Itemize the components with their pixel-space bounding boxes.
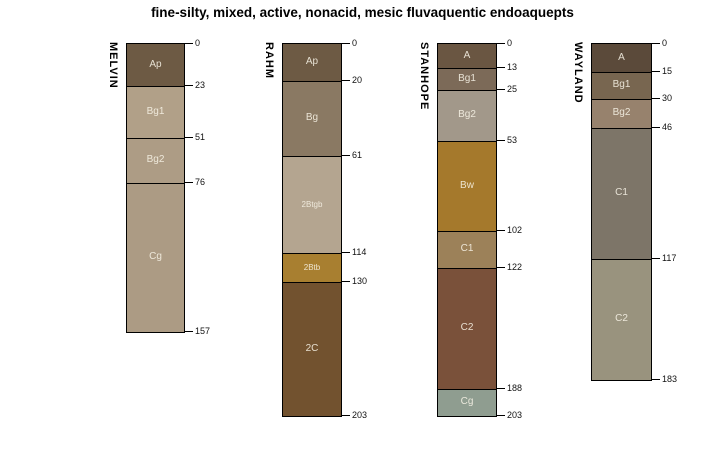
horizon-boundary [592,128,651,130]
horizon [127,183,184,332]
depth-tick [342,154,350,156]
depth-tick [497,88,505,90]
depth-label: 114 [352,247,367,258]
depth-label: 0 [352,38,358,48]
depth-label: 157 [195,325,211,336]
depth-label: 117 [662,252,677,263]
depth-label: 13 [507,61,518,72]
horizon [127,86,184,138]
depth-tick [185,330,193,332]
depth-tick [497,140,505,142]
depth-tick [652,257,660,259]
profile-name: MELVIN [107,42,119,89]
profile-name: RAHM [263,42,275,79]
horizon [592,99,651,129]
depth-label: 51 [195,131,206,142]
horizon-boundary [283,253,341,255]
depth-label: 46 [662,122,673,133]
depth-tick [185,85,193,87]
horizon-boundary [592,258,651,260]
depth-tick [342,252,350,254]
horizon [283,155,341,254]
depth-label: 30 [662,93,673,104]
depth-label: 203 [352,410,368,421]
horizon-boundary [283,155,341,157]
depth-label: 183 [662,373,678,384]
horizon [592,258,651,380]
horizon [283,80,341,156]
depth-tick [342,43,350,44]
profile-column: A Bg1 Bg2 Bw C1 C2 Cg [437,43,497,417]
depth-tick [185,182,193,184]
plot-title: fine-silty, mixed, active, nonacid, mesi… [151,5,574,20]
horizon-boundary [438,267,496,269]
depth-tick [497,66,505,68]
horizon [283,253,341,283]
profile-name: WAYLAND [572,42,584,104]
horizon-boundary [127,86,184,88]
depth-label: 102 [507,225,523,236]
horizon-boundary [438,89,496,91]
depth-tick [652,127,660,129]
horizon [127,44,184,87]
horizon [127,137,184,184]
depth-tick [652,98,660,100]
horizon [592,44,651,72]
horizon [592,128,651,259]
horizon-boundary [283,282,341,284]
depth-label: 53 [507,135,518,146]
depth-label: 15 [662,65,673,76]
depth-label: 188 [507,382,523,393]
depth-label: 0 [507,38,513,48]
horizon-boundary [592,71,651,73]
depth-label: 61 [352,149,363,160]
horizon-boundary [127,183,184,185]
depth-tick [652,43,660,44]
depth-tick [185,136,193,138]
depth-label: 203 [507,410,523,421]
depth-tick [497,230,505,232]
horizon [438,141,496,232]
horizon-boundary [127,137,184,139]
horizon-boundary [438,141,496,143]
horizon [438,44,496,68]
depth-label: 130 [352,276,368,287]
horizon [438,89,496,142]
depth-label: 23 [195,80,206,91]
horizon [438,267,496,389]
profile-name: STANHOPE [418,42,430,111]
horizon [283,44,341,81]
horizon-boundary [438,231,496,233]
depth-label: 0 [662,38,668,48]
profile-column: Ap Bg 2Btgb 2Btb 2C [282,43,342,417]
depth-label: 76 [195,177,206,188]
depth-tick [342,415,350,417]
depth-tick [497,415,505,417]
depth-tick [652,378,660,380]
depth-tick [185,43,193,44]
profile-column: Ap Bg1 Bg2 Cg [126,43,185,333]
horizon [438,388,496,417]
profile-column: A Bg1 Bg2 C1 C2 [591,43,652,381]
depth-label: 122 [507,261,523,272]
horizon-boundary [283,80,341,82]
horizon-boundary [592,99,651,101]
depth-tick [652,70,660,72]
horizon-boundary [438,388,496,390]
horizon [438,231,496,268]
horizon [283,282,341,417]
horizon-boundary [438,67,496,69]
depth-tick [497,266,505,268]
depth-tick [497,43,505,44]
depth-label: 20 [352,74,363,85]
depth-tick [342,281,350,283]
depth-tick [342,79,350,81]
horizon [592,71,651,99]
depth-label: 0 [195,38,201,48]
depth-tick [497,387,505,389]
horizon [438,67,496,90]
depth-label: 25 [507,83,518,94]
